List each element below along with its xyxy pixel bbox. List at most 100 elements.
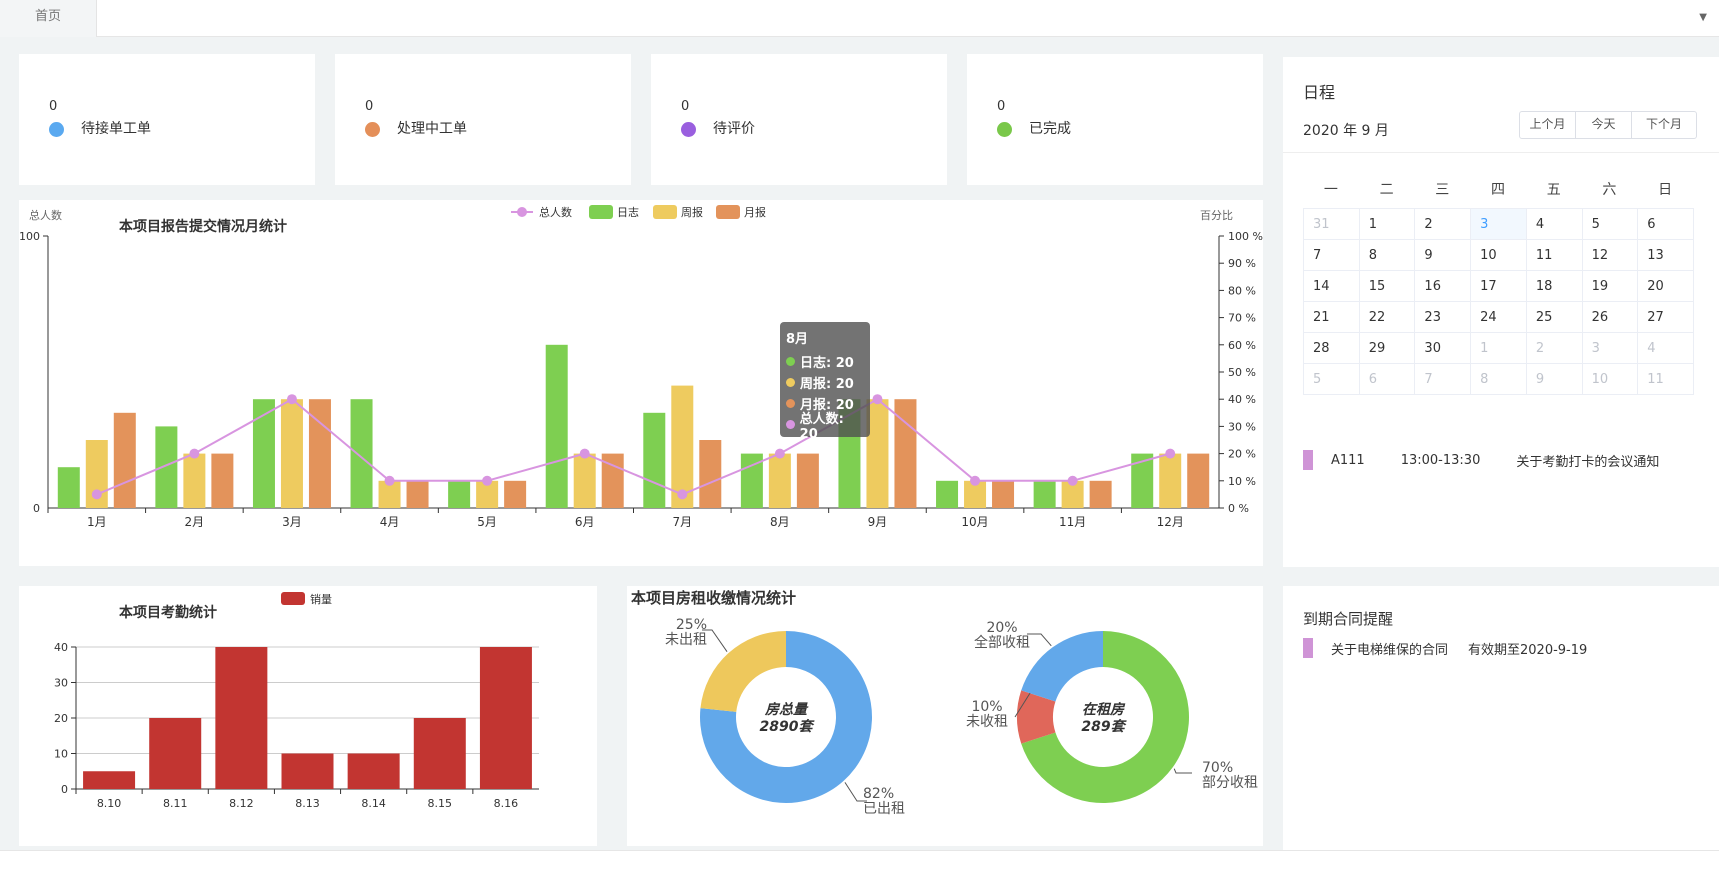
stat-label: 待评价 xyxy=(713,121,755,137)
calendar-day[interactable]: 25 xyxy=(1526,302,1583,333)
calendar-day[interactable]: 7 xyxy=(1415,364,1472,395)
calendar-day[interactable]: 23 xyxy=(1415,302,1472,333)
x-tick-label: 10月 xyxy=(961,515,988,529)
calendar-day[interactable]: 26 xyxy=(1582,302,1639,333)
tab-dropdown-icon[interactable]: ▼ xyxy=(1699,12,1707,23)
next-month-button[interactable]: 下个月 xyxy=(1645,117,1682,131)
bar-日志 xyxy=(350,399,373,508)
x-tick-label: 8.13 xyxy=(295,797,320,810)
calendar-day[interactable]: 31 xyxy=(1304,209,1360,240)
y2-tick-label: 90 % xyxy=(1228,257,1256,270)
prev-month-button[interactable]: 上个月 xyxy=(1520,112,1576,138)
y2-tick-label: 80 % xyxy=(1228,284,1256,297)
bar-日志 xyxy=(448,480,471,508)
tooltip-value: 月报: 20 xyxy=(800,398,854,413)
contract-name: 关于电梯维保的合同 xyxy=(1331,642,1449,658)
bar-日志 xyxy=(1131,453,1154,508)
bar xyxy=(347,753,400,789)
calendar-day[interactable]: 30 xyxy=(1415,333,1472,364)
bar xyxy=(149,718,202,789)
calendar-day[interactable]: 27 xyxy=(1638,302,1694,333)
line-point xyxy=(872,394,883,405)
calendar-day[interactable]: 22 xyxy=(1359,302,1416,333)
calendar-day[interactable]: 15 xyxy=(1359,271,1416,302)
pie-label-line xyxy=(1173,768,1192,774)
stat-label: 处理中工单 xyxy=(397,121,467,137)
stat-card-processing[interactable]: 0 处理中工单 xyxy=(335,54,631,185)
legend-swatch xyxy=(589,205,613,219)
stat-label: 已完成 xyxy=(1029,121,1071,137)
calendar-day[interactable]: 7 xyxy=(1304,240,1360,271)
top-tab-bar: 首页 ▼ xyxy=(0,0,1719,37)
contract-item[interactable]: 关于电梯维保的合同 有效期至2020-9-19 xyxy=(1303,638,1607,658)
bar-月报 xyxy=(699,440,722,508)
legend-swatch xyxy=(716,205,740,219)
calendar-day[interactable]: 11 xyxy=(1526,240,1583,271)
y2-tick-label: 30 % xyxy=(1228,420,1256,433)
calendar-day[interactable]: 8 xyxy=(1359,240,1416,271)
calendar-day[interactable]: 6 xyxy=(1638,209,1694,240)
line-point xyxy=(970,475,981,486)
calendar-day[interactable]: 12 xyxy=(1582,240,1639,271)
bar-周报 xyxy=(768,453,791,508)
status-dot-icon xyxy=(365,122,380,137)
tab-home[interactable]: 首页 xyxy=(0,0,97,37)
line-point xyxy=(91,489,102,500)
legend-swatch xyxy=(281,592,305,605)
calendar-day[interactable]: 1 xyxy=(1359,209,1416,240)
contract-expiry: 有效期至2020-9-19 xyxy=(1468,642,1588,658)
calendar-day[interactable]: 28 xyxy=(1304,333,1360,364)
calendar-day[interactable]: 13 xyxy=(1638,240,1694,271)
calendar-day[interactable]: 21 xyxy=(1304,302,1360,333)
calendar-day[interactable]: 19 xyxy=(1582,271,1639,302)
calendar-day[interactable]: 11 xyxy=(1638,364,1694,395)
today-button[interactable]: 今天 xyxy=(1576,112,1632,138)
stat-count: 0 xyxy=(997,99,1006,114)
calendar-day[interactable]: 16 xyxy=(1415,271,1472,302)
legend-label: 日志 xyxy=(617,206,639,219)
calendar-day[interactable]: 9 xyxy=(1415,240,1472,271)
calendar-day[interactable]: 18 xyxy=(1526,271,1583,302)
calendar-day[interactable]: 17 xyxy=(1471,271,1527,302)
pie-pct-label: 70% xyxy=(1202,760,1233,776)
calendar-day[interactable]: 6 xyxy=(1359,364,1416,395)
pie-slice xyxy=(700,631,872,803)
calendar-day[interactable]: 10 xyxy=(1471,240,1527,271)
bar-日志 xyxy=(545,344,568,508)
chart-title: 本项目房租收缴情况统计 xyxy=(631,589,796,607)
calendar-nav: 上个月 今天 下个月 xyxy=(1519,111,1697,139)
calendar-day[interactable]: 5 xyxy=(1304,364,1360,395)
stat-card-completed[interactable]: 0 已完成 xyxy=(967,54,1263,185)
calendar-day[interactable]: 14 xyxy=(1304,271,1360,302)
calendar-day[interactable]: 4 xyxy=(1638,333,1694,364)
schedule-item[interactable]: A111 13:00-13:30 关于考勤打卡的会议通知 xyxy=(1303,450,1695,470)
calendar-day[interactable]: 20 xyxy=(1638,271,1694,302)
stat-card-pending[interactable]: 0 待接单工单 xyxy=(19,54,315,185)
stat-card-to-review[interactable]: 0 待评价 xyxy=(651,54,947,185)
legend-label: 销量 xyxy=(310,592,332,606)
bar-日志 xyxy=(252,399,275,508)
calendar-day[interactable]: 2 xyxy=(1526,333,1583,364)
tooltip-title: 8月 xyxy=(786,332,809,347)
calendar-day[interactable]: 5 xyxy=(1582,209,1639,240)
bar-周报 xyxy=(866,399,889,508)
bar-月报 xyxy=(1187,453,1210,508)
pie-pct-label: 10% xyxy=(971,699,1002,715)
bottom-bar xyxy=(0,850,1719,871)
status-dot-icon xyxy=(997,122,1012,137)
pie-name-label: 全部收租 xyxy=(974,634,1030,651)
pie-slice xyxy=(1021,631,1103,702)
calendar-day[interactable]: 10 xyxy=(1582,364,1639,395)
calendar-day[interactable]: 2 xyxy=(1415,209,1472,240)
calendar-day-today[interactable]: 3 xyxy=(1471,209,1527,240)
y2-tick-label: 20 % xyxy=(1228,448,1256,461)
calendar-day[interactable]: 9 xyxy=(1526,364,1583,395)
calendar-day[interactable]: 8 xyxy=(1471,364,1527,395)
calendar-day[interactable]: 1 xyxy=(1471,333,1527,364)
calendar-day[interactable]: 3 xyxy=(1582,333,1639,364)
calendar-day[interactable]: 4 xyxy=(1526,209,1583,240)
calendar-grid: 31 1 2 3 4 5 6 7 8 9 10 11 12 13 14 15 16 17 18 19 20 21 22 23 2… xyxy=(1303,208,1694,395)
bar-周报 xyxy=(280,399,303,508)
calendar-day[interactable]: 29 xyxy=(1359,333,1416,364)
calendar-day[interactable]: 24 xyxy=(1471,302,1527,333)
